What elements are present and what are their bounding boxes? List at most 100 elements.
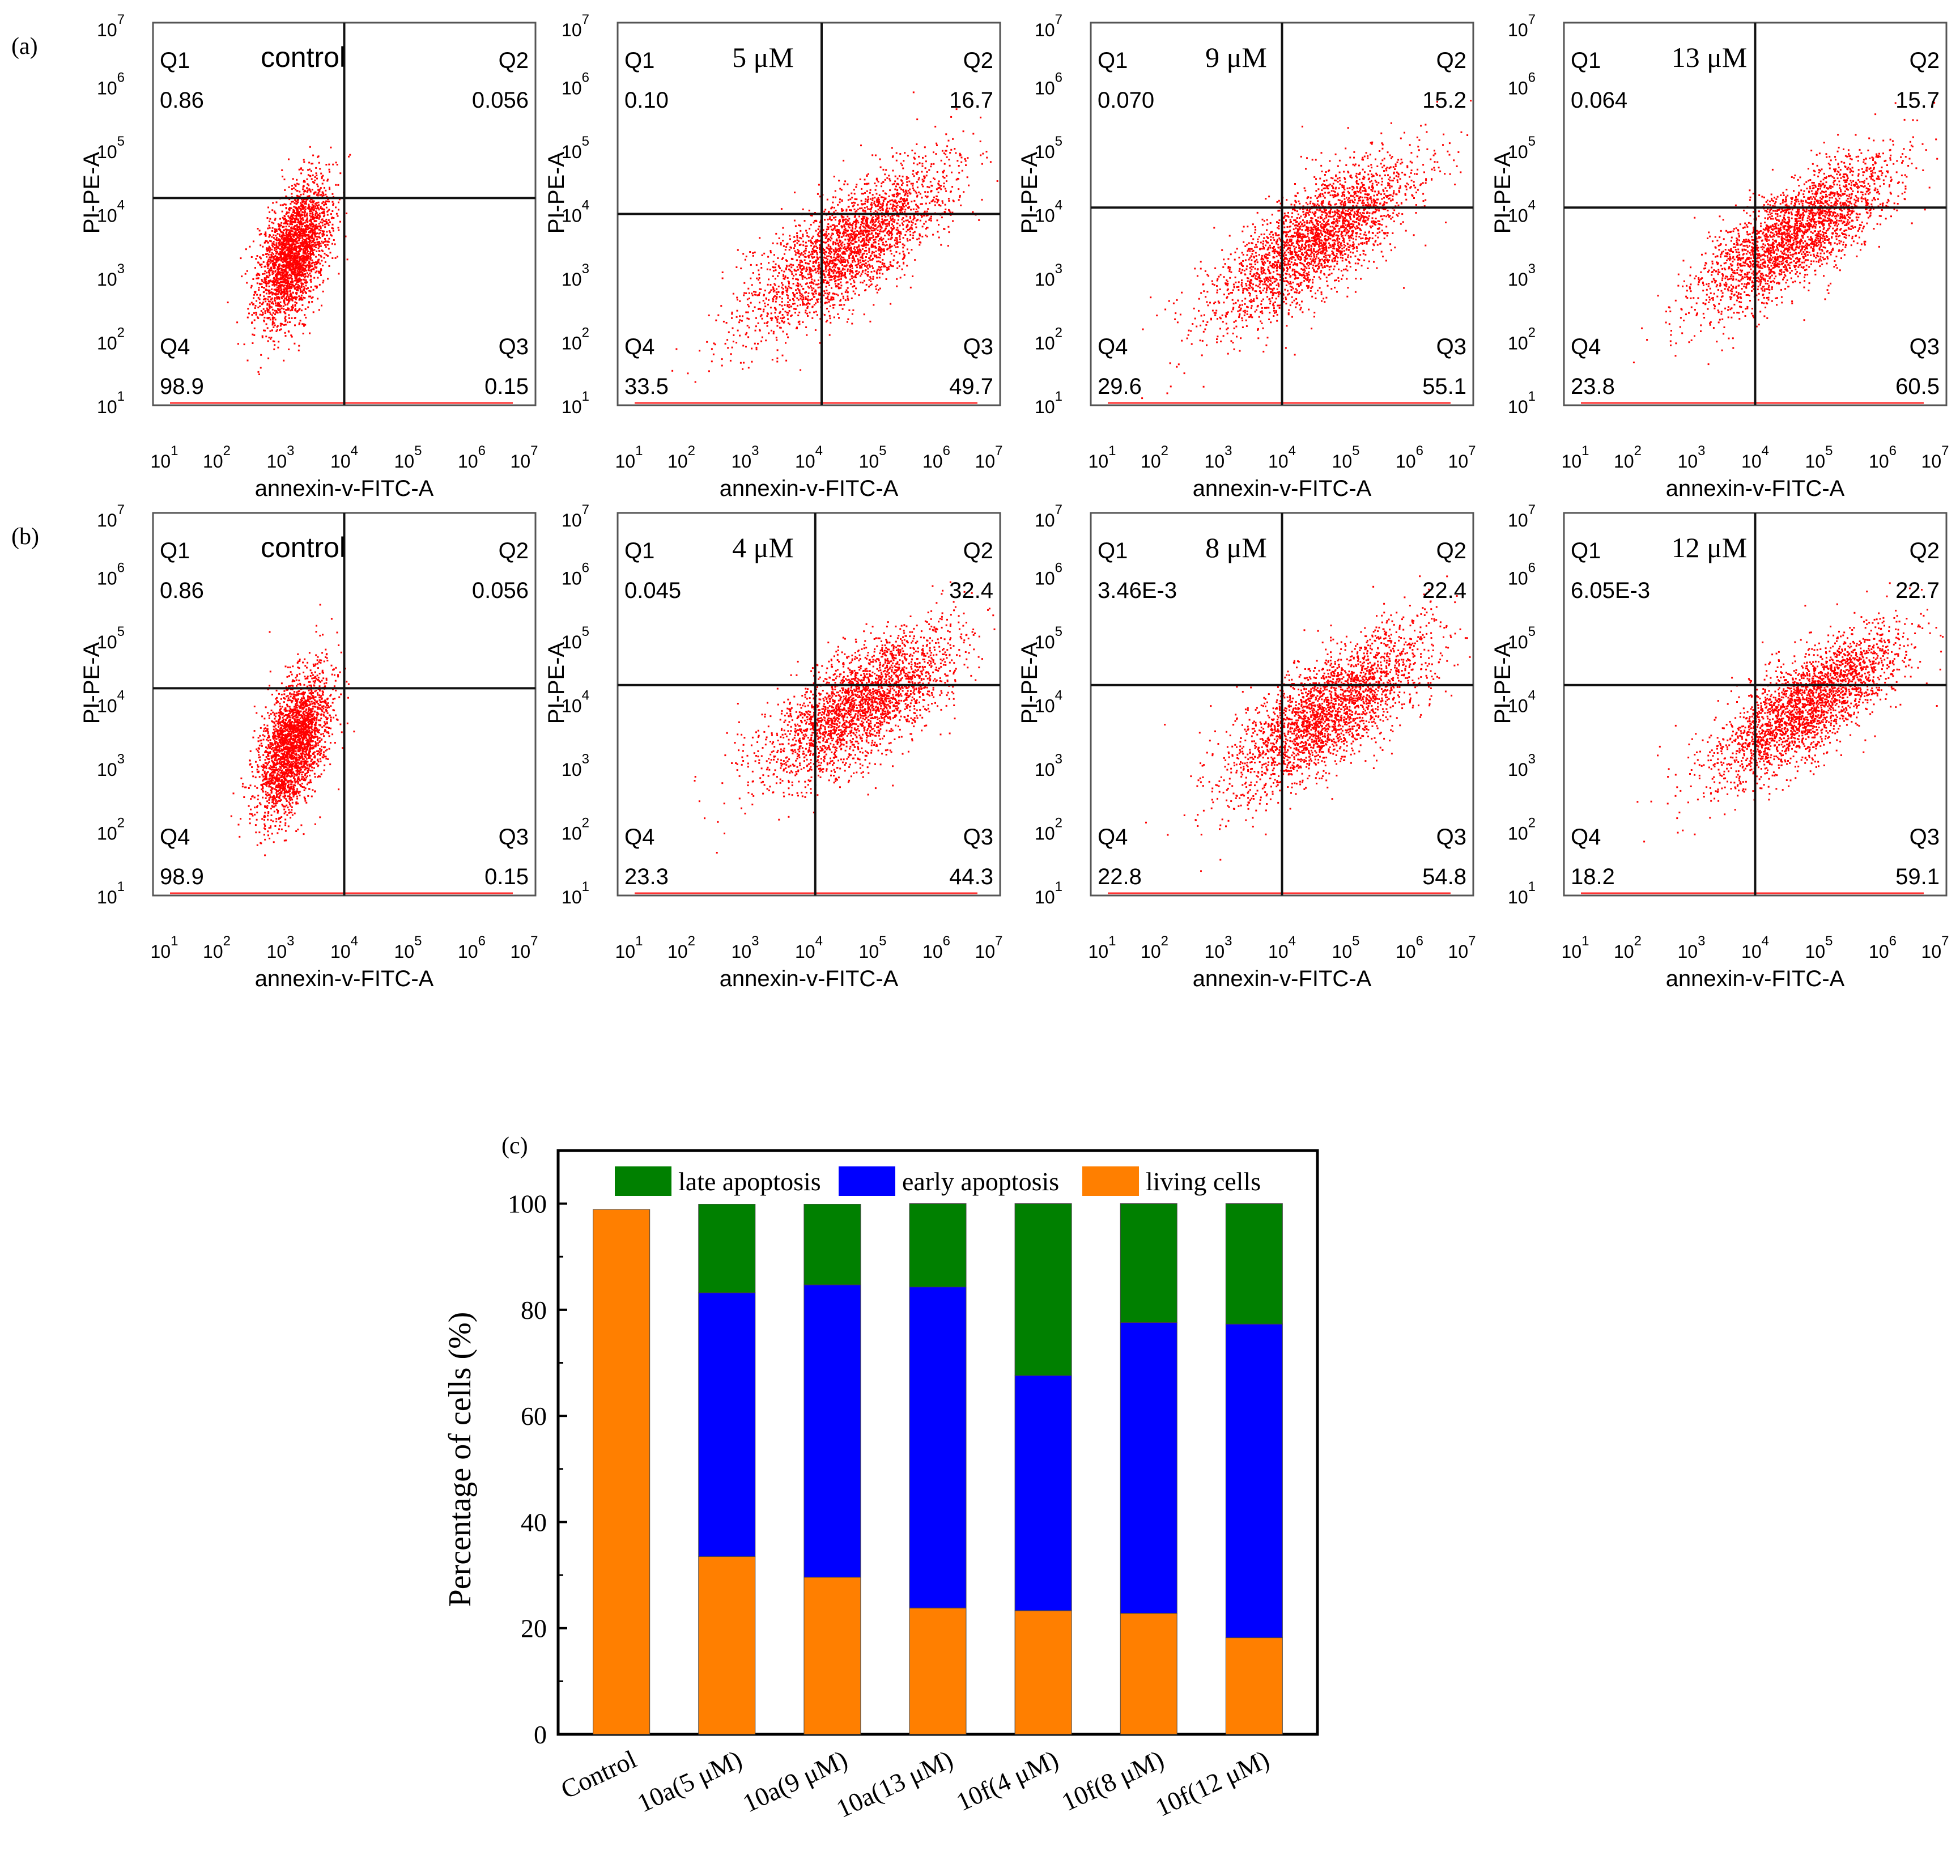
scatter-point [301,265,303,268]
scatter-point [849,241,852,244]
scatter-point [295,273,297,275]
scatter-point [834,225,836,227]
scatter-point [286,286,288,288]
scatter-point [747,304,749,305]
scatter-point [886,269,888,271]
scatter-point [724,342,726,345]
scatter-point [948,231,950,234]
scatter-point [834,277,836,279]
scatter-point [291,248,294,251]
scatter-point [833,253,835,256]
scatter-point [885,225,887,227]
scatter-point [877,288,879,291]
scatter-point [924,191,926,193]
scatter-point [918,237,920,240]
scatter-point [862,232,865,235]
scatter-point [268,292,270,295]
scatter-point [318,213,321,215]
scatter-point [881,185,882,188]
scatter-point [855,277,857,278]
scatter-point [309,254,312,256]
scatter-point [807,292,810,294]
scatter-point [824,209,827,211]
scatter-point [896,267,899,269]
scatter-point [278,268,280,270]
scatter-point [823,233,826,235]
scatter-point [299,258,300,261]
scatter-point [945,190,947,192]
scatter-point [805,326,807,328]
scatter-point [259,294,261,296]
scatter-point [296,311,298,313]
scatter-point [337,256,338,258]
scatter-point [745,346,747,348]
scatter-point [841,236,843,238]
scatter-point [882,209,884,211]
scatter-point [860,223,862,226]
scatter-point [295,279,297,281]
scatter-point [290,266,292,268]
scatter-point [832,201,834,203]
scatter-point [896,227,899,229]
scatter-point [284,264,287,266]
scatter-point [273,326,275,328]
scatter-point [883,230,886,232]
scatter-point [921,165,924,167]
scatter-point [283,291,286,293]
scatter-point [850,264,852,266]
scatter-point [274,230,277,232]
scatter-point [865,219,867,221]
scatter-point [883,248,885,251]
scatter-point [940,159,942,162]
scatter-point [902,217,904,219]
scatter-point [812,261,814,263]
scatter-point [842,295,844,298]
scatter-point [267,291,270,293]
scatter-point [903,198,905,200]
scatter-point [864,215,866,218]
scatter-point [317,225,320,227]
scatter-point [322,265,324,266]
scatter-point [830,275,832,277]
scatter-point [277,257,279,260]
scatter-point [891,215,894,217]
scatter-point [281,323,283,325]
scatter-point [847,268,849,270]
scatter-point [840,260,843,262]
scatter-point [314,214,317,217]
scatter-point [309,272,311,274]
scatter-point [909,231,911,232]
scatter-point [815,230,817,232]
scatter-point [874,230,876,232]
scatter-point [321,219,322,221]
scatter-point [860,235,862,237]
scatter-point [288,226,290,227]
scatter-point [806,232,808,234]
scatter-point [261,335,263,337]
scatter-point [878,202,880,204]
scatter-point [758,308,760,309]
scatter-point [331,243,333,245]
scatter-point [298,206,300,208]
scatter-point [290,230,292,232]
scatter-point [318,243,321,245]
scatter-point [817,258,819,260]
scatter-point [297,234,299,236]
scatter-point [315,204,317,206]
scatter-point [283,271,285,273]
scatter-point [968,184,970,186]
scatter-point [286,271,288,274]
scatter-point [282,226,284,228]
scatter-point [840,285,843,287]
scatter-point [290,249,292,251]
scatter-point [905,226,908,228]
scatter-point [802,254,805,256]
scatter-point [310,275,312,278]
scatter-point [279,305,282,308]
scatter-point [819,286,822,288]
scatter-point [814,220,816,222]
scatter-point [941,217,943,219]
scatter-point [836,285,839,287]
scatter-point [291,286,293,288]
scatter-point [305,270,307,271]
